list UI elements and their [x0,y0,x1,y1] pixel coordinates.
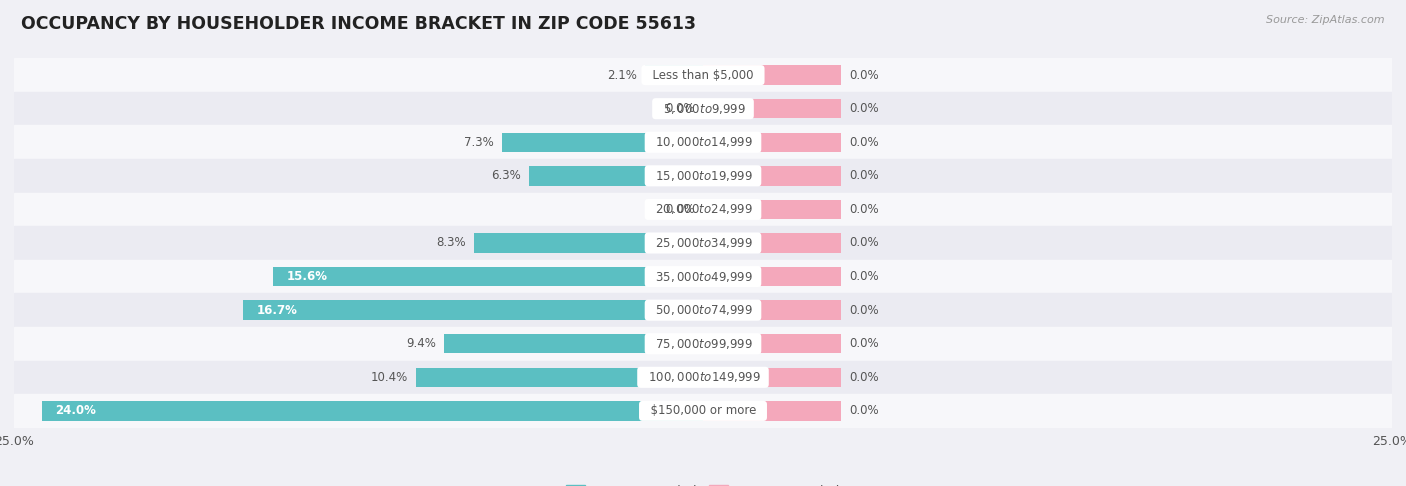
Text: 0.0%: 0.0% [849,69,879,82]
Text: $20,000 to $24,999: $20,000 to $24,999 [648,203,758,216]
Text: $150,000 or more: $150,000 or more [643,404,763,417]
Bar [703,66,841,85]
Text: 0.0%: 0.0% [849,304,879,317]
Bar [416,367,703,387]
Bar [14,58,1392,92]
Text: $25,000 to $34,999: $25,000 to $34,999 [648,236,758,250]
Bar [703,233,841,253]
Bar [243,300,703,320]
Bar [14,327,1392,361]
Text: 16.7%: 16.7% [256,304,298,317]
Bar [703,367,841,387]
Text: 0.0%: 0.0% [849,270,879,283]
Bar [14,159,1392,192]
Bar [14,294,1392,327]
Bar [703,334,841,353]
Text: 0.0%: 0.0% [849,237,879,249]
Bar [530,166,703,186]
Text: 0.0%: 0.0% [849,102,879,115]
Bar [14,226,1392,260]
Bar [703,99,841,119]
Text: OCCUPANCY BY HOUSEHOLDER INCOME BRACKET IN ZIP CODE 55613: OCCUPANCY BY HOUSEHOLDER INCOME BRACKET … [21,15,696,33]
Bar [273,267,703,286]
Bar [703,200,841,219]
Bar [703,267,841,286]
Text: Source: ZipAtlas.com: Source: ZipAtlas.com [1267,15,1385,25]
Text: 0.0%: 0.0% [849,404,879,417]
Bar [474,233,703,253]
Text: 0.0%: 0.0% [665,203,695,216]
Legend: Owner-occupied, Renter-occupied: Owner-occupied, Renter-occupied [561,480,845,486]
Text: 0.0%: 0.0% [849,136,879,149]
Text: Less than $5,000: Less than $5,000 [645,69,761,82]
Text: $35,000 to $49,999: $35,000 to $49,999 [648,270,758,283]
Text: 10.4%: 10.4% [371,371,408,384]
Bar [14,260,1392,294]
Bar [444,334,703,353]
Text: 7.3%: 7.3% [464,136,494,149]
Bar [14,125,1392,159]
Text: 6.3%: 6.3% [491,169,522,182]
Bar [502,133,703,152]
Text: 9.4%: 9.4% [406,337,436,350]
Text: 15.6%: 15.6% [287,270,328,283]
Text: $5,000 to $9,999: $5,000 to $9,999 [655,102,751,116]
Text: 0.0%: 0.0% [849,371,879,384]
Text: 0.0%: 0.0% [665,102,695,115]
Text: 0.0%: 0.0% [849,337,879,350]
Text: 24.0%: 24.0% [55,404,96,417]
Text: 2.1%: 2.1% [607,69,637,82]
Bar [703,401,841,420]
Bar [14,361,1392,394]
Text: 8.3%: 8.3% [436,237,465,249]
Bar [703,166,841,186]
Text: $15,000 to $19,999: $15,000 to $19,999 [648,169,758,183]
Text: $75,000 to $99,999: $75,000 to $99,999 [648,337,758,351]
Bar [14,192,1392,226]
Text: $50,000 to $74,999: $50,000 to $74,999 [648,303,758,317]
Text: 0.0%: 0.0% [849,203,879,216]
Text: $10,000 to $14,999: $10,000 to $14,999 [648,135,758,149]
Bar [42,401,703,420]
Bar [703,133,841,152]
Bar [703,300,841,320]
Bar [645,66,703,85]
Text: 0.0%: 0.0% [849,169,879,182]
Text: $100,000 to $149,999: $100,000 to $149,999 [641,370,765,384]
Bar [14,394,1392,428]
Bar [14,92,1392,125]
